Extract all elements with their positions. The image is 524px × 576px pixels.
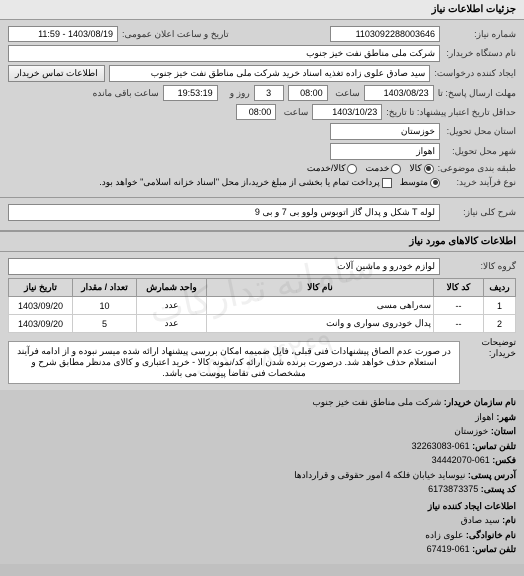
group-type-label: طبقه بندی موضوعی: bbox=[438, 163, 516, 174]
col-unit: واحد شمارش bbox=[137, 279, 207, 297]
col-qty: تعداد / مقدار bbox=[73, 279, 137, 297]
footer-fax-label: فکس: bbox=[492, 455, 516, 465]
cell-name: سه‌راهی مسی bbox=[207, 297, 434, 315]
cell-code: -- bbox=[434, 297, 484, 315]
footer-postcode-label: کد پستی: bbox=[481, 484, 516, 494]
cell-qty: 5 bbox=[73, 315, 137, 333]
request-header-panel: شماره نیاز: 1103092288003646 تاریخ و ساع… bbox=[0, 20, 524, 198]
validity-time-field: 08:00 bbox=[236, 104, 276, 120]
request-no-label: شماره نیاز: bbox=[444, 29, 516, 40]
radio-kala[interactable] bbox=[424, 164, 434, 174]
province-label: استان محل تحویل: bbox=[444, 126, 516, 137]
cell-unit: عدد bbox=[137, 315, 207, 333]
tab-title: جزئیات اطلاعات نیاز bbox=[432, 4, 516, 15]
process-label: نوع فرآیند خرید: bbox=[444, 177, 516, 188]
deadline-time-label: ساعت bbox=[332, 88, 360, 99]
footer-phone-label: تلفن تماس: bbox=[472, 441, 516, 451]
public-date-field: 1403/08/19 - 11:59 bbox=[8, 26, 118, 42]
col-name: نام کالا bbox=[207, 279, 434, 297]
spec-field: لوله T شکل و پدال گاز اتوبوس ولوو بی 7 و… bbox=[8, 204, 440, 221]
check-treasury-label: پرداخت تمام یا بخشی از مبلغ خرید،از محل … bbox=[99, 177, 379, 188]
items-section-title: اطلاعات کالاهای مورد نیاز bbox=[0, 231, 524, 252]
deadline-date-field: 1403/08/23 bbox=[364, 85, 434, 101]
buyer-org-label: نام دستگاه خریدار: bbox=[444, 48, 516, 59]
radio-khedmat-label: خدمت bbox=[365, 163, 389, 174]
validity-date-field: 1403/10/23 bbox=[312, 104, 382, 120]
footer-org-label: نام سازمان خریدار: bbox=[444, 397, 516, 407]
footer-postcode: 6173873375 bbox=[428, 484, 478, 494]
footer-creator-title: اطلاعات ایجاد کننده نیاز bbox=[428, 501, 516, 511]
cell-row: 2 bbox=[484, 315, 516, 333]
deadline-time-field: 08:00 bbox=[288, 85, 328, 101]
items-section-body: گروه کالا: لوازم خودرو و ماشین آلات ردیف… bbox=[0, 252, 524, 390]
radio-kala-label: کالا bbox=[409, 163, 421, 174]
buyer-note-row: توضیحات خریدار: در صورت عدم الصاق پیشنها… bbox=[8, 337, 516, 384]
footer-province-label: استان: bbox=[491, 426, 516, 436]
province-field: خوزستان bbox=[330, 123, 440, 140]
col-row: ردیف bbox=[484, 279, 516, 297]
footer-province: خوزستان bbox=[454, 426, 488, 436]
footer-postal: نیوساید خیابان فلکه 4 امور حقوقی و قرارد… bbox=[294, 470, 465, 480]
requester-label: ایجاد کننده درخواست: bbox=[434, 68, 516, 79]
validity-label: حداقل تاریخ اعتبار پیشنهاد: تا تاریخ: bbox=[386, 107, 516, 118]
items-table: ردیف کد کالا نام کالا واحد شمارش تعداد /… bbox=[8, 278, 516, 333]
cell-date: 1403/09/20 bbox=[9, 297, 73, 315]
buyer-note-box: در صورت عدم الصاق پیشنهادات فنی قبلی، فا… bbox=[8, 341, 460, 384]
spec-section: شرح کلی نیاز: لوله T شکل و پدال گاز اتوب… bbox=[0, 198, 524, 231]
radio-both[interactable] bbox=[347, 164, 357, 174]
request-no-field: 1103092288003646 bbox=[330, 26, 440, 42]
radio-khedmat[interactable] bbox=[391, 164, 401, 174]
cell-qty: 10 bbox=[73, 297, 137, 315]
cell-unit: عدد bbox=[137, 297, 207, 315]
footer-city: اهواز bbox=[475, 412, 494, 422]
item-group-field: لوازم خودرو و ماشین آلات bbox=[8, 258, 440, 275]
footer-family: علوی زاده bbox=[425, 530, 463, 540]
cell-name: پدال خودروی سواری و وانت bbox=[207, 315, 434, 333]
spec-label: شرح کلی نیاز: bbox=[444, 207, 516, 218]
requester-field: سید صادق علوی زاده تغذیه اسناد خرید شرکت… bbox=[109, 65, 431, 82]
deadline-label: مهلت ارسال پاسخ: تا bbox=[438, 88, 516, 99]
col-code: کد کالا bbox=[434, 279, 484, 297]
table-row[interactable]: 1 -- سه‌راهی مسی عدد 10 1403/09/20 bbox=[9, 297, 516, 315]
footer-fax: 061-34442070 bbox=[432, 455, 490, 465]
footer-name-label: نام: bbox=[502, 515, 516, 525]
check-treasury[interactable] bbox=[382, 178, 392, 188]
footer-phone: 061-32263083 bbox=[412, 441, 470, 451]
city-field: اهواز bbox=[330, 143, 440, 160]
radio-medium[interactable] bbox=[430, 178, 440, 188]
footer-name: سید صادق bbox=[461, 515, 500, 525]
footer-tel2: 061-67419 bbox=[427, 544, 470, 554]
cell-row: 1 bbox=[484, 297, 516, 315]
city-label: شهر محل تحویل: bbox=[444, 146, 516, 157]
radio-medium-label: متوسط bbox=[400, 177, 428, 188]
tab-header: جزئیات اطلاعات نیاز bbox=[0, 0, 524, 20]
buyer-note-label: توضیحات خریدار: bbox=[464, 337, 516, 384]
table-header-row: ردیف کد کالا نام کالا واحد شمارش تعداد /… bbox=[9, 279, 516, 297]
cell-code: -- bbox=[434, 315, 484, 333]
footer-tel2-label: تلفن تماس: bbox=[472, 544, 516, 554]
remain-label: ساعت باقی مانده bbox=[93, 88, 159, 99]
validity-time-label: ساعت bbox=[280, 107, 308, 118]
public-date-label: تاریخ و ساعت اعلان عمومی: bbox=[122, 29, 326, 40]
buyer-org-field: شرکت ملی مناطق نفت خیز جنوب bbox=[8, 45, 440, 62]
footer-org: شرکت ملی مناطق نفت خیز جنوب bbox=[312, 397, 441, 407]
days-field: 3 bbox=[254, 85, 284, 101]
contact-info-button[interactable]: اطلاعات تماس خریدار bbox=[8, 65, 105, 82]
cell-date: 1403/09/20 bbox=[9, 315, 73, 333]
footer-city-label: شهر: bbox=[496, 412, 516, 422]
days-label: روز و bbox=[222, 88, 250, 99]
footer-info: نام سازمان خریدار: شرکت ملی مناطق نفت خی… bbox=[0, 390, 524, 564]
footer-postal-label: آدرس پستی: bbox=[468, 470, 516, 480]
group-type-radios: کالا خدمت کالا/خدمت bbox=[307, 163, 434, 174]
remain-time-field: 19:53:19 bbox=[163, 85, 218, 101]
radio-both-label: کالا/خدمت bbox=[307, 163, 346, 174]
process-radios: متوسط پرداخت تمام یا بخشی از مبلغ خرید،ا… bbox=[99, 177, 440, 188]
footer-family-label: نام خانوادگی: bbox=[466, 530, 516, 540]
col-date: تاریخ نیاز bbox=[9, 279, 73, 297]
item-group-label: گروه کالا: bbox=[444, 261, 516, 272]
table-row[interactable]: 2 -- پدال خودروی سواری و وانت عدد 5 1403… bbox=[9, 315, 516, 333]
